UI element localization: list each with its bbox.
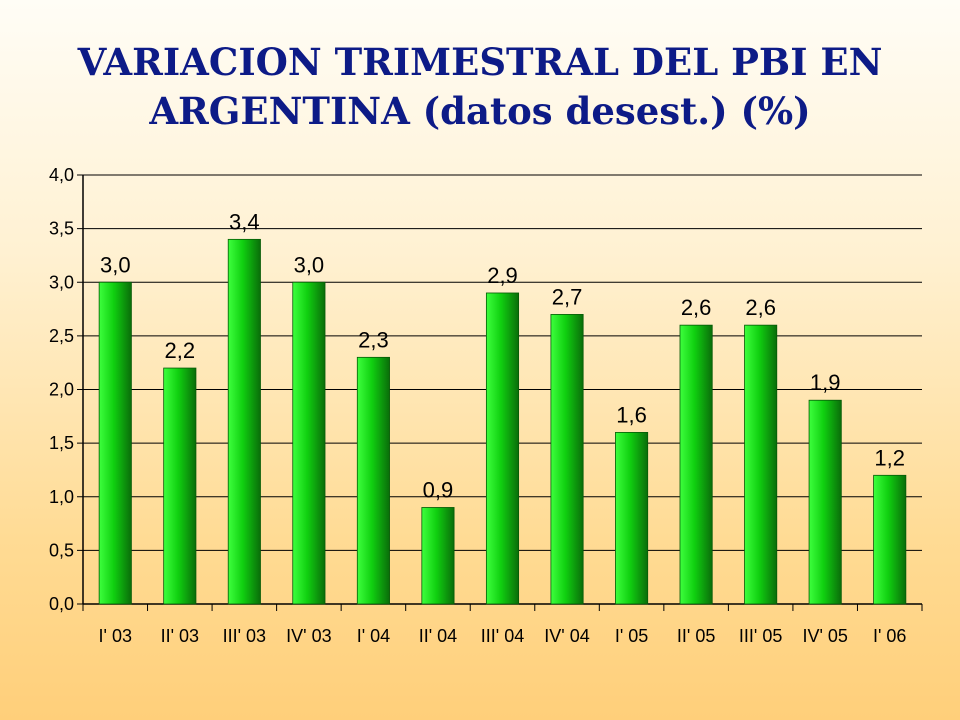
y-tick-label: 2,0 <box>49 380 74 400</box>
x-tick-label: IV' 04 <box>544 626 589 646</box>
bar-value-label: 3,4 <box>229 209 260 234</box>
bar <box>615 431 649 605</box>
x-tick-label: II' 05 <box>677 626 715 646</box>
bar <box>744 324 778 605</box>
bar-value-label: 1,6 <box>616 402 647 427</box>
x-tick-label: III' 05 <box>739 626 782 646</box>
bar <box>550 314 584 605</box>
x-tick-label: III' 03 <box>223 626 266 646</box>
bar <box>485 292 520 605</box>
bar <box>873 474 907 605</box>
x-tick-label: IV' 03 <box>286 626 331 646</box>
bar <box>808 399 842 605</box>
x-tick-label: I' 05 <box>615 626 648 646</box>
bar <box>163 367 197 605</box>
y-tick-label: 0,5 <box>49 540 74 560</box>
bar <box>356 356 390 605</box>
bar <box>292 281 326 605</box>
chart-area: 0,0 0,5 1,0 1,5 2,0 2,5 3,0 3,5 4,0 3,0 I' 03 2,2 II… <box>0 150 960 720</box>
bar-value-label: 2,7 <box>552 284 583 309</box>
y-tick-label: 1,0 <box>49 487 74 507</box>
x-tick-label: III' 04 <box>481 626 524 646</box>
bar-value-label: 2,2 <box>165 338 196 363</box>
bar-value-label: 2,6 <box>681 295 712 320</box>
bar-value-label: 1,9 <box>810 370 841 395</box>
bars <box>98 238 907 605</box>
chart-title: VARIACION TRIMESTRAL DEL PBI EN ARGENTIN… <box>0 38 960 136</box>
bar-value-label: 2,6 <box>745 295 776 320</box>
y-tick-label: 2,5 <box>49 326 74 346</box>
chart-title-line-2: ARGENTINA (datos desest.) (%) <box>149 89 811 133</box>
bar-value-label: 1,2 <box>874 445 905 470</box>
bar <box>421 507 455 605</box>
x-tick-label: I' 06 <box>873 626 906 646</box>
bar-chart: 0,0 0,5 1,0 1,5 2,0 2,5 3,0 3,5 4,0 3,0 I' 03 2,2 II… <box>49 165 923 646</box>
chart-title-line-1: VARIACION TRIMESTRAL DEL PBI EN <box>77 40 883 84</box>
bar <box>98 281 132 605</box>
bar <box>227 238 261 605</box>
y-tick-label: 0,0 <box>49 594 74 614</box>
x-tick-label: II' 04 <box>419 626 457 646</box>
bar-value-label: 2,3 <box>358 327 389 352</box>
y-tick-label: 3,0 <box>49 272 74 292</box>
bar-value-label: 3,0 <box>100 252 131 277</box>
x-tick-label: IV' 05 <box>802 626 847 646</box>
y-tick-label: 3,5 <box>49 219 74 239</box>
bar-value-label: 0,9 <box>423 477 454 502</box>
bar-value-label: 2,9 <box>487 263 518 288</box>
y-tick-label: 1,5 <box>49 433 74 453</box>
bar <box>679 324 713 605</box>
x-tick-label: II' 03 <box>161 626 199 646</box>
x-tick-label: I' 04 <box>357 626 390 646</box>
x-tick-label: I' 03 <box>99 626 132 646</box>
y-tick-label: 4,0 <box>49 165 74 185</box>
bar-value-label: 3,0 <box>294 252 325 277</box>
labels: 0,0 0,5 1,0 1,5 2,0 2,5 3,0 3,5 4,0 3,0 I' 03 2,2 II… <box>49 165 906 646</box>
